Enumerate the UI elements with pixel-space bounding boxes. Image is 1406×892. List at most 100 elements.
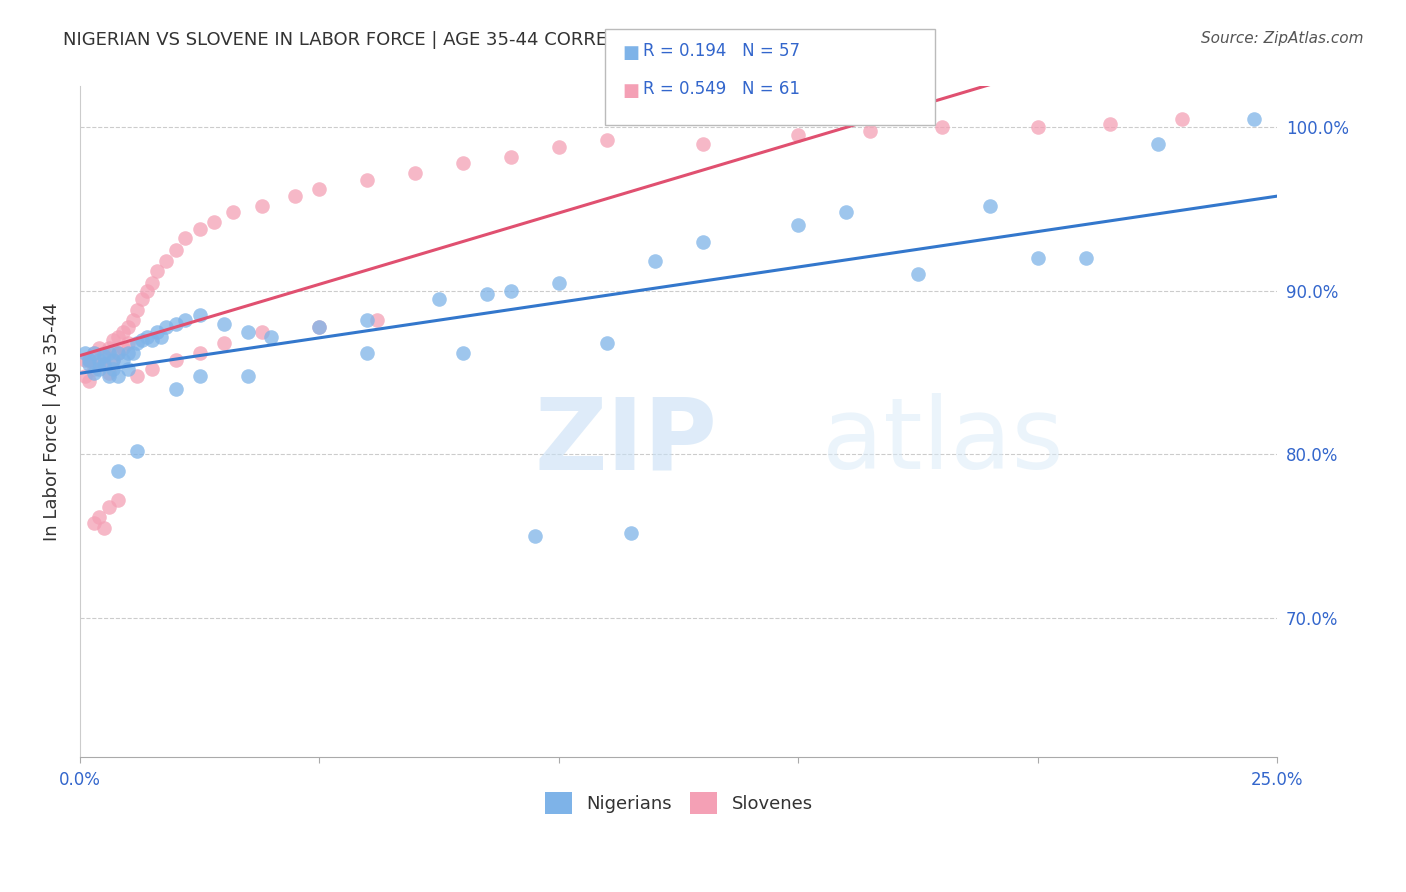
- Point: [250, 325, 273, 339]
- Point: [83, 346, 105, 360]
- Point: [93, 358, 115, 372]
- Point: [859, 123, 882, 137]
- Point: [117, 346, 139, 360]
- Point: [127, 368, 149, 383]
- Point: [107, 329, 129, 343]
- Point: [212, 317, 235, 331]
- Point: [499, 284, 522, 298]
- Point: [366, 313, 388, 327]
- Point: [131, 292, 153, 306]
- Point: [596, 133, 619, 147]
- Point: [174, 313, 197, 327]
- Point: [97, 346, 120, 360]
- Point: [107, 346, 129, 360]
- Point: [835, 205, 858, 219]
- Point: [692, 235, 714, 249]
- Point: [1146, 136, 1168, 151]
- Point: [111, 352, 134, 367]
- Point: [79, 352, 101, 367]
- Point: [404, 166, 426, 180]
- Point: [97, 368, 120, 383]
- Point: [131, 333, 153, 347]
- Point: [548, 140, 571, 154]
- Point: [188, 309, 211, 323]
- Text: ■: ■: [623, 44, 640, 62]
- Point: [1074, 251, 1097, 265]
- Point: [87, 362, 110, 376]
- Point: [165, 317, 187, 331]
- Point: [83, 346, 105, 360]
- Point: [111, 341, 134, 355]
- Point: [356, 172, 378, 186]
- Point: [141, 362, 163, 376]
- Point: [73, 352, 96, 367]
- Point: [188, 368, 211, 383]
- Point: [79, 352, 101, 367]
- Point: [907, 268, 929, 282]
- Point: [979, 199, 1001, 213]
- Point: [87, 352, 110, 367]
- Point: [103, 352, 125, 367]
- Point: [236, 368, 259, 383]
- Text: NIGERIAN VS SLOVENE IN LABOR FORCE | AGE 35-44 CORRELATION CHART: NIGERIAN VS SLOVENE IN LABOR FORCE | AGE…: [63, 31, 740, 49]
- Point: [155, 254, 177, 268]
- Point: [145, 325, 167, 339]
- Point: [250, 199, 273, 213]
- Point: [451, 156, 474, 170]
- Point: [236, 325, 259, 339]
- Point: [127, 336, 149, 351]
- Point: [1026, 120, 1049, 135]
- Point: [150, 329, 173, 343]
- Point: [93, 346, 115, 360]
- Point: [73, 368, 96, 383]
- Text: atlas: atlas: [823, 393, 1064, 491]
- Legend: Nigerians, Slovenes: Nigerians, Slovenes: [537, 785, 820, 822]
- Point: [202, 215, 225, 229]
- Point: [79, 358, 101, 372]
- Point: [308, 319, 330, 334]
- Point: [1170, 112, 1192, 126]
- Point: [523, 529, 546, 543]
- Point: [308, 319, 330, 334]
- Point: [117, 362, 139, 376]
- Point: [107, 493, 129, 508]
- Point: [188, 221, 211, 235]
- Point: [451, 346, 474, 360]
- Point: [93, 349, 115, 363]
- Text: ■: ■: [623, 82, 640, 100]
- Point: [165, 352, 187, 367]
- Point: [644, 254, 666, 268]
- Point: [1098, 117, 1121, 131]
- Point: [787, 219, 810, 233]
- Point: [260, 329, 283, 343]
- Point: [87, 509, 110, 524]
- Point: [97, 500, 120, 514]
- Point: [692, 136, 714, 151]
- Point: [475, 287, 498, 301]
- Text: R = 0.549   N = 61: R = 0.549 N = 61: [643, 80, 800, 98]
- Point: [117, 336, 139, 351]
- Point: [1243, 112, 1265, 126]
- Point: [121, 313, 143, 327]
- Point: [83, 366, 105, 380]
- Point: [136, 329, 159, 343]
- Point: [188, 346, 211, 360]
- Point: [107, 464, 129, 478]
- Point: [596, 336, 619, 351]
- Point: [356, 313, 378, 327]
- Point: [127, 444, 149, 458]
- Point: [141, 276, 163, 290]
- Point: [103, 333, 125, 347]
- Point: [111, 325, 134, 339]
- Point: [97, 366, 120, 380]
- Point: [931, 120, 953, 135]
- Point: [87, 341, 110, 355]
- Point: [73, 346, 96, 360]
- Y-axis label: In Labor Force | Age 35-44: In Labor Force | Age 35-44: [44, 302, 60, 541]
- Point: [87, 358, 110, 372]
- Point: [117, 319, 139, 334]
- Point: [212, 336, 235, 351]
- Point: [121, 346, 143, 360]
- Point: [141, 333, 163, 347]
- Point: [136, 284, 159, 298]
